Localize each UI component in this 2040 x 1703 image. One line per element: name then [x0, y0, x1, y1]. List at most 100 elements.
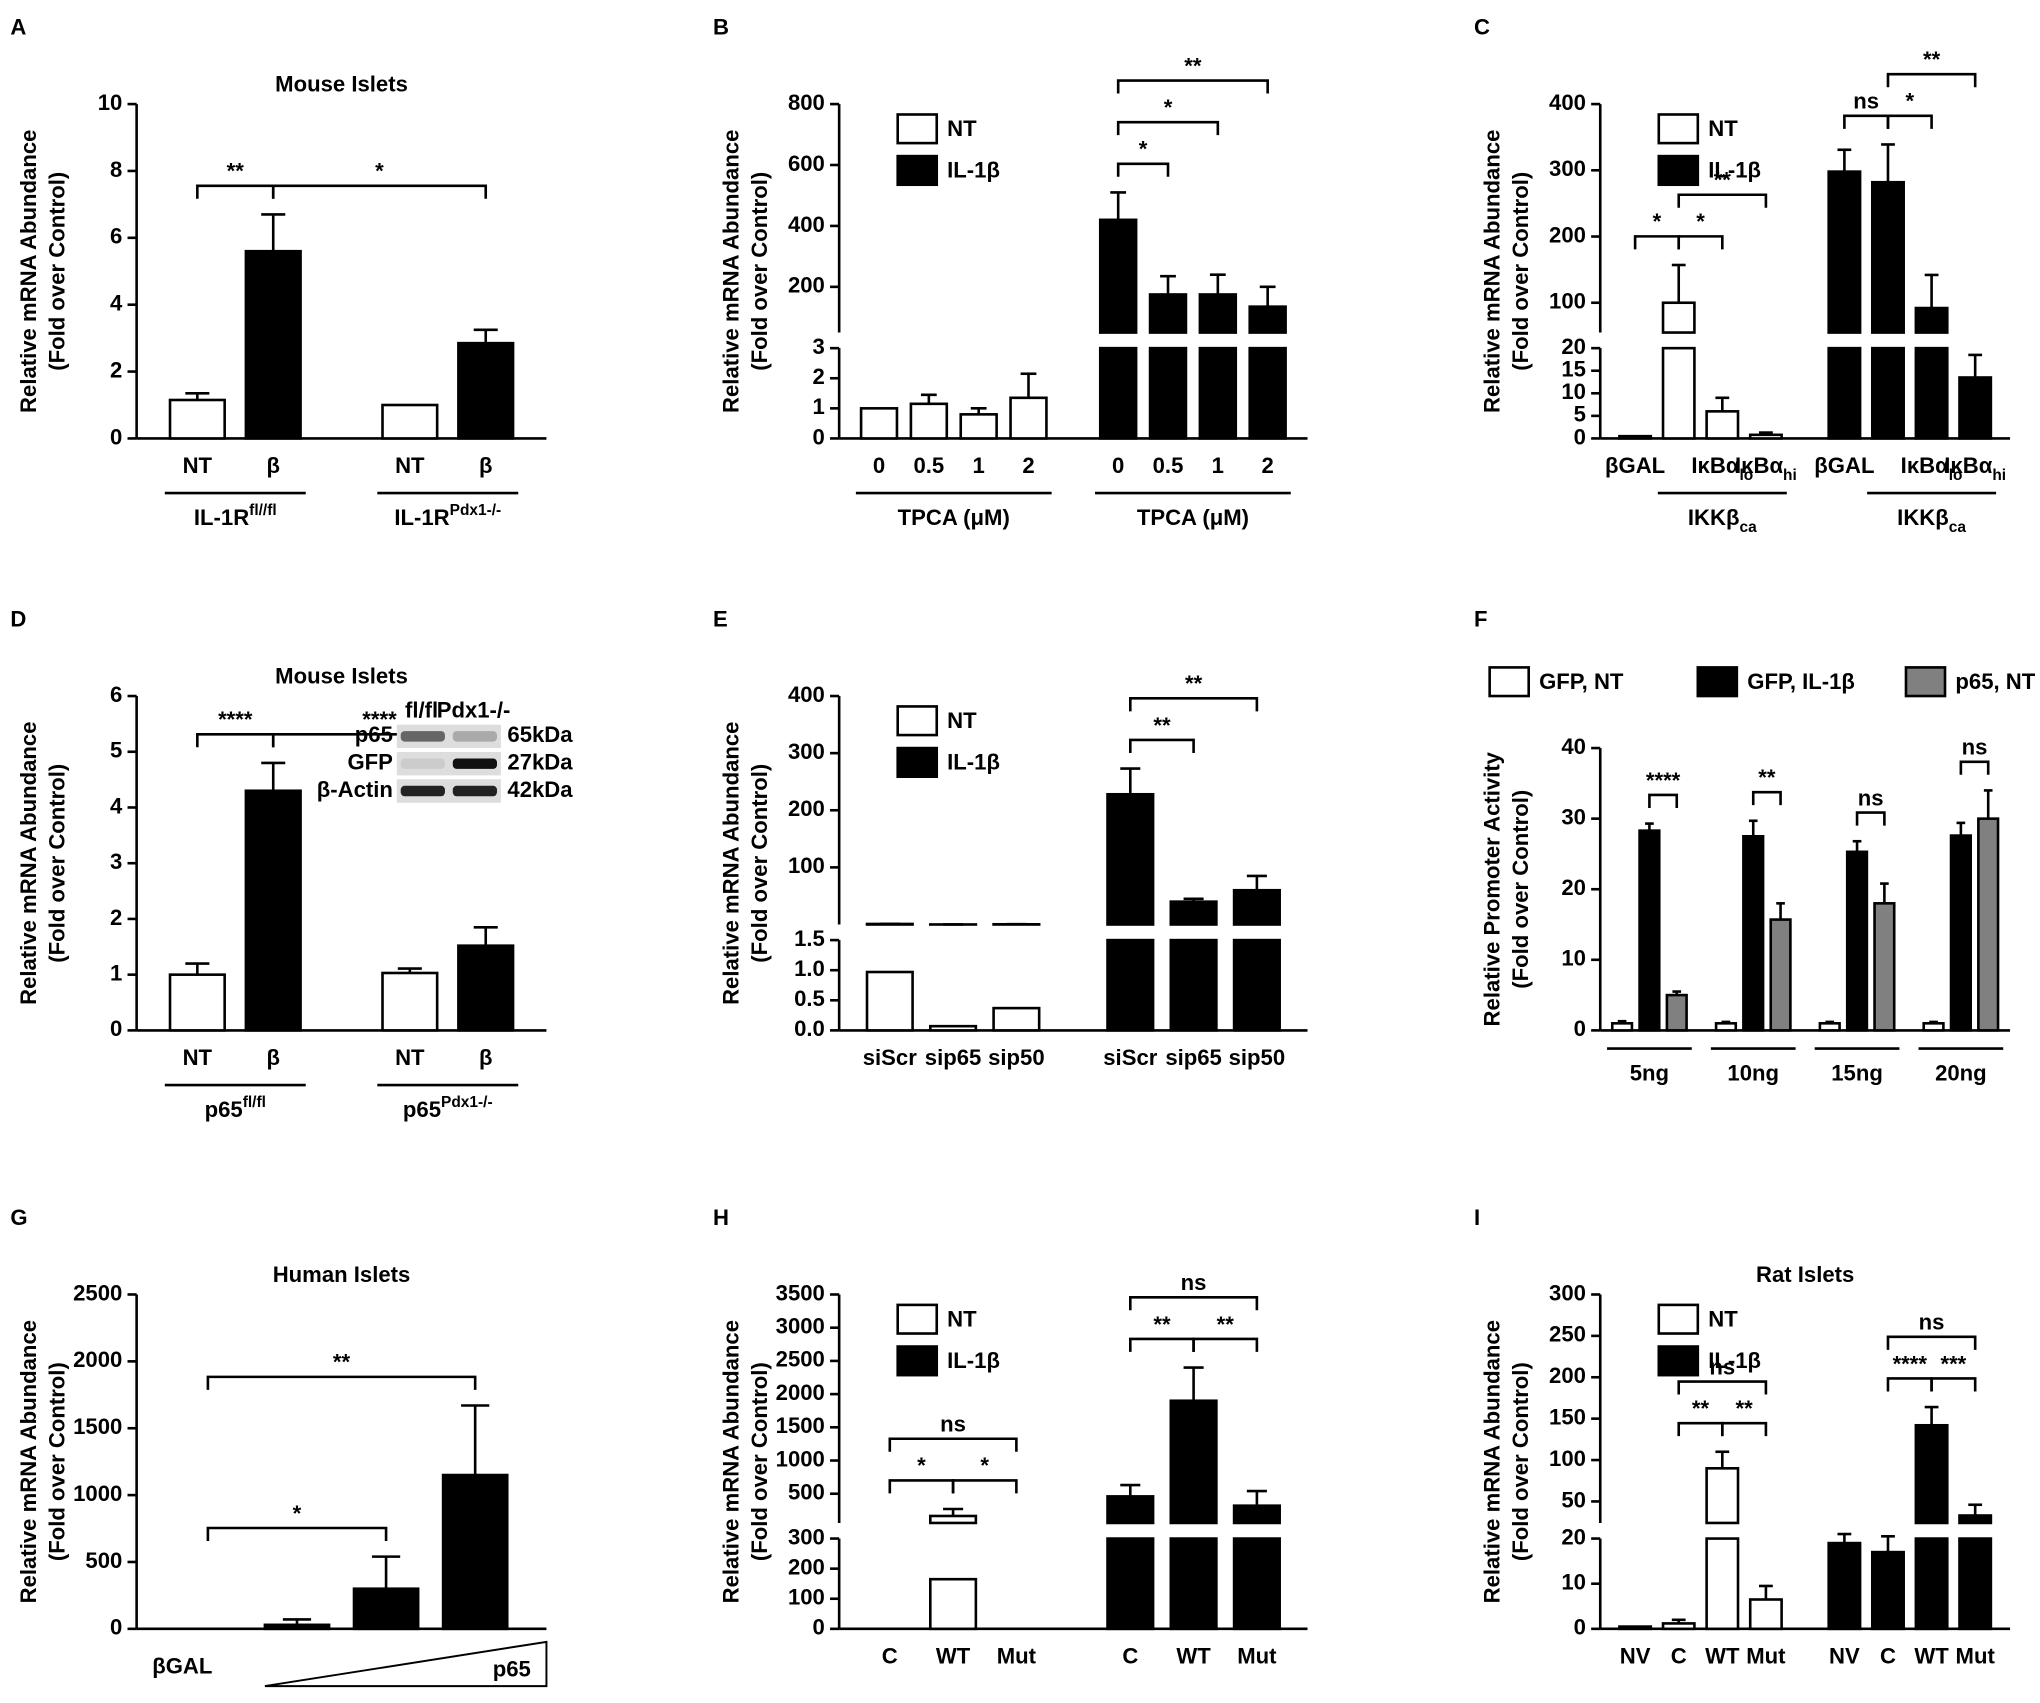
- significance-bracket: [1677, 1421, 1724, 1437]
- dose-triangle: [264, 1640, 548, 1688]
- x-tick-label: NT: [183, 453, 213, 478]
- bar: [1714, 1022, 1738, 1032]
- bar: [959, 413, 998, 440]
- bar: [1106, 1537, 1155, 1631]
- legend-label: NT: [947, 708, 977, 733]
- inset-column-label: fl/fl: [405, 697, 438, 722]
- bar: [992, 1006, 1041, 1032]
- y-tick-label: 10: [1561, 1570, 1586, 1595]
- significance-bracket: [1116, 120, 1220, 136]
- legend-label: GFP, IL-1β: [1747, 669, 1855, 694]
- x-tick-label-main: β: [479, 1045, 493, 1070]
- y-tick-label: 0.5: [794, 986, 825, 1011]
- bar: [1873, 902, 1896, 1032]
- y-axis-label: Relative mRNA Abundance: [16, 130, 41, 413]
- y-tick-label: 2: [110, 357, 122, 382]
- bar: [1148, 293, 1188, 334]
- bar: [1661, 346, 1696, 440]
- x-tick-label: WT: [1705, 1643, 1740, 1668]
- x-tick-label: IκBαhi: [1735, 453, 1797, 484]
- x-tick-label: 2: [1262, 453, 1274, 478]
- bar: [457, 944, 515, 1032]
- bar: [1914, 1537, 1949, 1631]
- y-tick-label: 100: [1549, 1446, 1586, 1471]
- legend-swatch: [1904, 666, 1947, 698]
- y-tick-label: 20: [1561, 875, 1586, 900]
- legend-label: IL-1β: [1708, 158, 1761, 183]
- x-tick-label: 0.5: [913, 453, 944, 478]
- blot-band: [400, 785, 445, 797]
- group-label-main: IL-1R: [194, 505, 249, 530]
- x-tick-label: C: [882, 1643, 898, 1668]
- bar: [1661, 301, 1696, 334]
- significance-bracket: [1129, 738, 1195, 753]
- blot-band: [452, 785, 498, 797]
- y-tick-label: 4: [110, 291, 123, 316]
- significance-bracket: [1959, 760, 1990, 775]
- x-tick-label-main: C: [1880, 1643, 1896, 1668]
- panel-title: Rat Islets: [1756, 1262, 1854, 1287]
- significance-bracket: [196, 184, 275, 199]
- y-tick-label: 200: [788, 273, 825, 298]
- significance-bracket: [1648, 793, 1679, 808]
- significance-label: **: [333, 1350, 351, 1375]
- x-tick-label: sip50: [1229, 1045, 1286, 1070]
- legend-label: NT: [1708, 116, 1738, 141]
- significance-label: **: [1185, 671, 1203, 696]
- bar: [1958, 376, 1993, 440]
- y-tick-label: 200: [1549, 1363, 1586, 1388]
- y-tick-label: 300: [788, 1524, 825, 1549]
- y-axis-label: (Fold over Control): [44, 1362, 69, 1561]
- significance-bracket: [951, 1479, 1018, 1494]
- x-tick-label: 0: [1112, 453, 1124, 478]
- significance-label: **: [1153, 1312, 1171, 1337]
- y-tick-label: 1.0: [794, 956, 825, 981]
- bar: [1958, 1537, 1993, 1631]
- x-tick-label-main: Mut: [997, 1643, 1037, 1668]
- significance-label: ns: [1858, 785, 1884, 810]
- group-label-main: p65: [403, 1097, 441, 1122]
- bar: [1232, 938, 1281, 1032]
- group-label-sup: fl//fl: [249, 502, 277, 519]
- y-tick-label: 6: [110, 682, 122, 707]
- x-tick-label-sub: lo: [1739, 467, 1753, 484]
- x-tick-label-main: β: [266, 1045, 280, 1070]
- legend-label: IL-1β: [947, 158, 1000, 183]
- y-axis-label: Relative mRNA Abundance: [1479, 1320, 1504, 1603]
- bar: [1098, 218, 1138, 334]
- bar: [263, 1623, 331, 1631]
- panel-letter: G: [10, 1205, 27, 1230]
- significance-bracket: [1677, 1380, 1768, 1395]
- group-label: 5ng: [1630, 1060, 1669, 1085]
- x-tick-label: NV: [1620, 1643, 1651, 1668]
- bar: [1827, 346, 1862, 440]
- y-tick-label: 6: [110, 224, 122, 249]
- bar: [1232, 1504, 1281, 1525]
- significance-label: *: [1139, 137, 1148, 162]
- significance-label: ****: [362, 707, 397, 732]
- significance-bracket: [1930, 1377, 1977, 1392]
- significance-bracket: [888, 1437, 1018, 1452]
- y-tick-label: 10: [1561, 379, 1586, 404]
- bar: [1198, 293, 1238, 334]
- y-tick-label: 8: [110, 157, 122, 182]
- y-axis-label: Relative Promoter Activity: [1479, 751, 1504, 1026]
- significance-bracket: [1855, 811, 1886, 826]
- y-tick-label: 300: [1549, 1280, 1586, 1305]
- x-tick-label: NV: [1829, 1643, 1860, 1668]
- blot-band: [400, 758, 445, 769]
- blot-band: [400, 731, 445, 742]
- x-tick-label: sip65: [925, 1045, 982, 1070]
- legend-label: p65, NT: [1955, 669, 2035, 694]
- x-tick-label: βGAL: [1814, 453, 1874, 478]
- bar: [244, 249, 302, 440]
- legend-swatch: [1657, 113, 1700, 145]
- x-tick-label-main: WT: [936, 1643, 971, 1668]
- panel-title: Human Islets: [273, 1262, 411, 1287]
- y-tick-label: 1500: [73, 1414, 122, 1439]
- legend-swatch: [1696, 666, 1739, 698]
- bar: [1914, 346, 1949, 440]
- bar: [441, 1473, 509, 1631]
- y-tick-label: 10: [1561, 946, 1586, 971]
- y-tick-label: 0: [1574, 1615, 1586, 1640]
